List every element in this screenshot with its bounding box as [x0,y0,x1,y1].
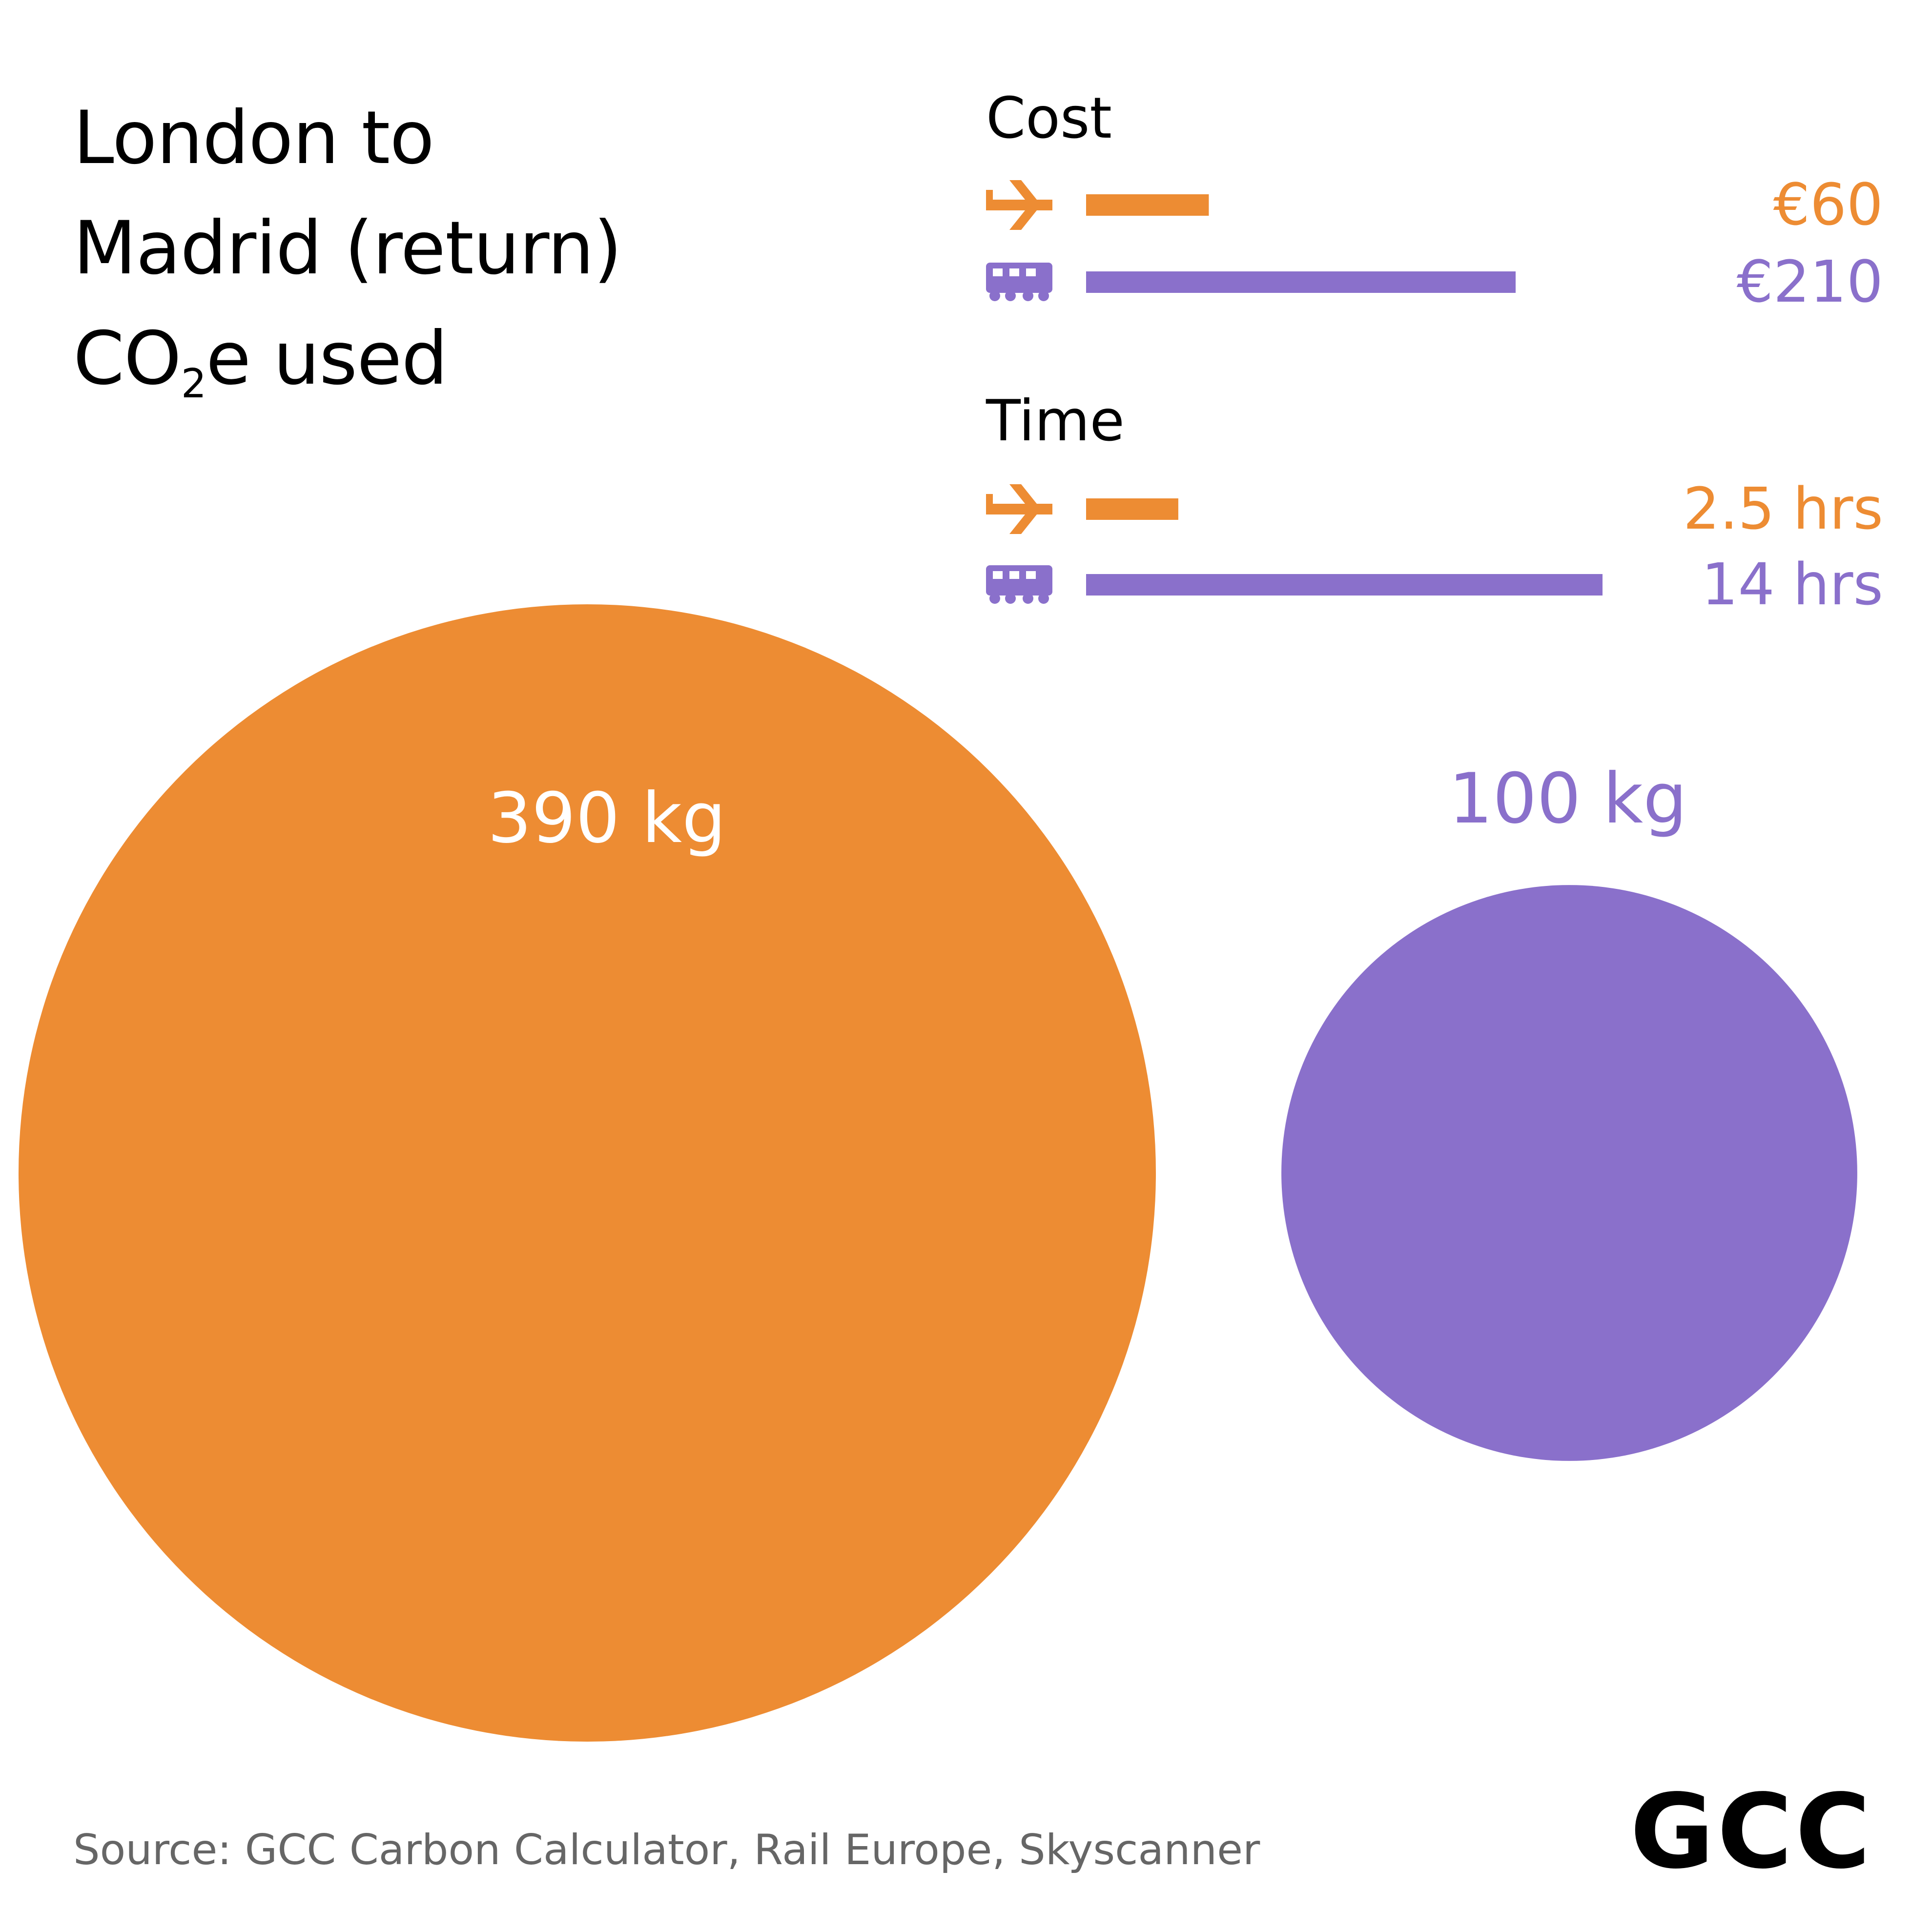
train-icon-window [993,268,1003,276]
train-icon [986,263,1052,301]
plane-icon-fuselage [986,200,1052,210]
train-icon-window [1026,268,1036,276]
plane-icon-wing-top [1009,180,1037,200]
title-line-3: CO2e used [73,304,621,414]
train-icon-body [986,565,1052,596]
emission-bubble-plane [19,604,1156,1742]
train-icon-wheel [989,593,1000,604]
plane-icon [986,180,1052,230]
time-value-train: 14 hrs [1702,551,1883,618]
title-co: CO [73,316,182,401]
time-heading: Time [986,388,1125,454]
gcc-logo: GCC [1630,1772,1873,1891]
train-icon-wheel [1038,593,1049,604]
train-icon-wheel [1023,290,1033,301]
plane-icon-fuselage [986,504,1052,514]
cost-bar-plane [1086,194,1209,216]
train-icon-window [1009,268,1019,276]
train-icon-window [1026,571,1036,579]
title-e-used: e used [206,316,448,401]
source-note: Source: GCC Carbon Calculator, Rail Euro… [73,1826,1260,1874]
train-icon-window [993,571,1003,579]
plane-icon-wing-top [1009,484,1037,504]
plane-icon-tail [986,190,993,200]
chart-title: London to Madrid (return) CO2e used [73,83,622,414]
plane-icon-wing-bottom [1009,514,1037,534]
emission-bubble-train [1281,885,1857,1461]
plane-icon [986,484,1052,534]
time-bar-train [1086,574,1603,596]
cost-value-plane: €60 [1773,171,1883,238]
train-icon-wheel [989,290,1000,301]
title-line-2: Madrid (return) [73,206,622,291]
title-line-1: London to [73,96,434,181]
time-bar-plane [1086,498,1178,520]
train-icon-window [1009,571,1019,579]
time-value-plane: 2.5 hrs [1683,475,1883,542]
emission-label-train: 100 kg [1449,759,1687,839]
emission-label-plane: 390 kg [488,778,726,859]
title-subscript-2: 2 [181,361,206,407]
cost-heading: Cost [986,85,1112,151]
train-icon [986,565,1052,604]
train-icon-wheel [1023,593,1033,604]
plane-icon-tail [986,494,993,504]
train-icon-wheel [1005,593,1016,604]
train-icon-wheel [1005,290,1016,301]
train-icon-body [986,263,1052,293]
cost-bar-train [1086,271,1516,293]
plane-icon-wing-bottom [1009,210,1037,230]
train-icon-wheel [1038,290,1049,301]
cost-value-train: €210 [1737,248,1883,315]
